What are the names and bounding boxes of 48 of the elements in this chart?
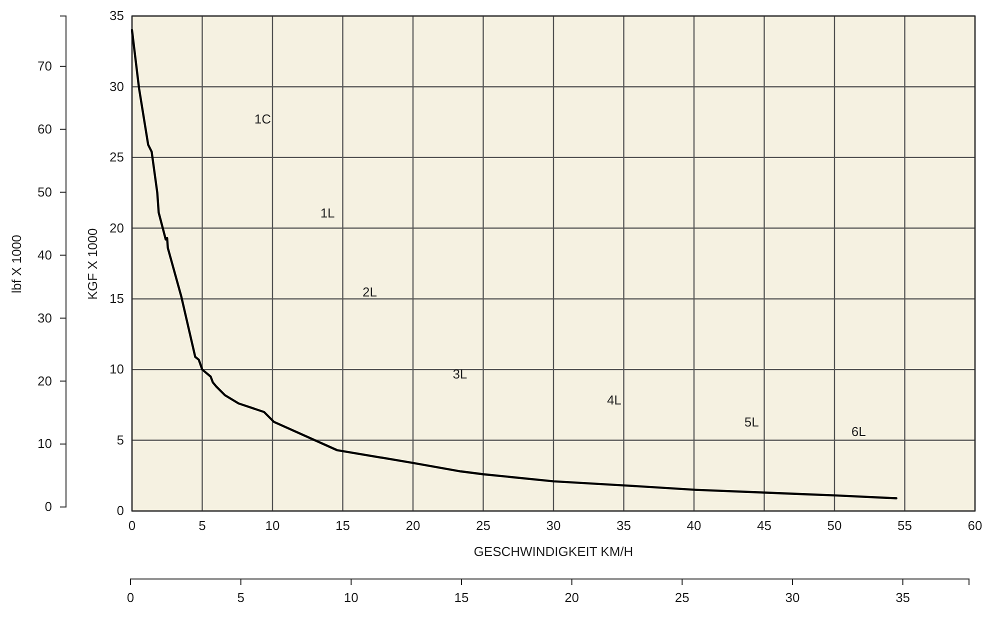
x2-tick-label: 35 (896, 590, 910, 606)
x-tick-label: 15 (336, 518, 350, 534)
annotation: 5L (744, 414, 759, 430)
x2-tick-label: 25 (674, 590, 690, 606)
x2-tick-label: 30 (785, 590, 800, 606)
y2-tick-label: 20 (38, 373, 52, 388)
annotation: 1C (254, 111, 271, 126)
x-tick-label: 10 (265, 518, 280, 534)
y-tick-label: 20 (110, 220, 124, 236)
x-tick-label: 55 (898, 518, 912, 534)
y-tick-label: 15 (110, 291, 124, 306)
x-tick-label: 35 (616, 518, 631, 534)
x-tick-label: 30 (546, 518, 561, 534)
y-axis-title: KGF X 1000 (85, 228, 100, 300)
y2-tick-label: 70 (38, 58, 52, 74)
x2-tick-label: 20 (564, 590, 580, 606)
x2-tick-label: 15 (454, 590, 469, 606)
x-tick-label: 25 (476, 518, 490, 534)
x-tick-label: 60 (968, 518, 982, 534)
x-tick-label: 0 (128, 518, 136, 534)
annotation: 2L (362, 284, 377, 300)
annotation: 6L (851, 424, 866, 440)
y2-tick-label: 0 (44, 499, 52, 514)
y2-axis-title: lbf X 1000 (9, 234, 24, 294)
y-tick-label: 25 (110, 150, 124, 165)
y2-tick-label: 10 (38, 436, 52, 452)
x-tick-label: 5 (198, 518, 206, 534)
x2-tick-label: 0 (126, 590, 134, 606)
y2-tick-label: 40 (38, 247, 52, 262)
x-axis-title: GESCHWINDIGKEIT KM/H (474, 544, 634, 559)
x-tick-label: 50 (827, 518, 842, 534)
y-tick-label: 5 (116, 432, 124, 448)
y2-tick-label: 50 (38, 184, 52, 200)
x-tick-label: 45 (757, 518, 772, 534)
annotation: 4L (606, 392, 622, 408)
y-tick-label: 0 (116, 503, 124, 518)
x2-tick-label: 5 (237, 590, 244, 606)
y2-tick-label: 30 (38, 310, 52, 326)
y2-tick-label: 60 (38, 121, 52, 136)
x-tick-label: 20 (406, 518, 420, 534)
y-tick-label: 10 (110, 362, 124, 377)
y-tick-label: 30 (110, 78, 124, 94)
x2-tick-label: 10 (344, 590, 358, 606)
y-tick-label: 35 (110, 8, 124, 24)
line-series (130, 29, 898, 500)
x-tick-label: 40 (686, 518, 702, 534)
annotation: 3L (452, 366, 468, 382)
annotation: 1L (320, 205, 335, 220)
